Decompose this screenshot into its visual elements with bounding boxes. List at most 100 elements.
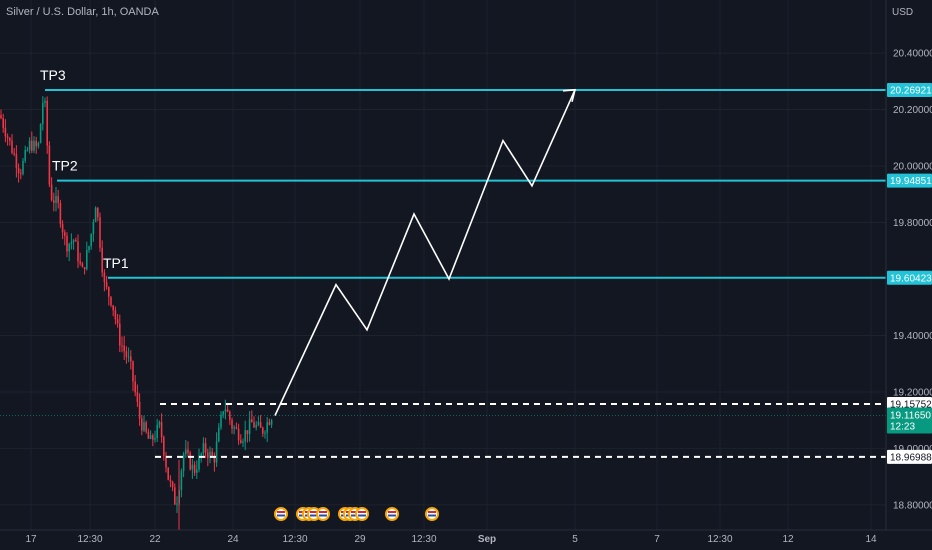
candle-body bbox=[66, 235, 68, 252]
candle-body bbox=[125, 351, 128, 357]
grid bbox=[0, 0, 886, 530]
candle-body bbox=[39, 124, 42, 143]
price-axis[interactable]: 20.40000 20.20000 20.00000 19.80000 19.40000… bbox=[885, 0, 932, 550]
x-tick-label: 24 bbox=[227, 534, 239, 545]
candle-body bbox=[116, 319, 119, 324]
candle-body bbox=[26, 150, 29, 152]
candle-body bbox=[158, 422, 161, 425]
candle-body bbox=[167, 467, 169, 480]
candle-body bbox=[266, 422, 268, 433]
countdown-label: 12:23 bbox=[890, 422, 915, 433]
projection-arrowhead bbox=[562, 88, 577, 102]
candle-body bbox=[108, 287, 110, 297]
price-tag-label: 18.96988 bbox=[890, 452, 932, 463]
time-axis[interactable]: 17 12:30 22 24 12:30 29 12:30 Sep 5 7 12:30 12 14 bbox=[0, 529, 932, 550]
candle-body bbox=[86, 250, 88, 270]
x-tick-label: 12 bbox=[782, 534, 794, 545]
y-tick-label: 20.40000 bbox=[893, 49, 932, 60]
candle-body bbox=[37, 142, 40, 147]
price-tag-bg bbox=[887, 173, 932, 188]
event-marker-icon[interactable] bbox=[316, 507, 330, 521]
candle-body bbox=[13, 152, 15, 155]
event-marker-icon[interactable] bbox=[274, 507, 288, 521]
candle-body bbox=[191, 464, 194, 470]
event-marker-icon[interactable] bbox=[385, 507, 399, 521]
candle-body bbox=[160, 422, 163, 438]
candle-body bbox=[154, 438, 156, 440]
level-name-tp1: TP1 bbox=[103, 255, 129, 271]
candle-body bbox=[6, 136, 9, 138]
candle-body bbox=[196, 469, 198, 473]
candle-body bbox=[143, 422, 145, 431]
candle-body bbox=[182, 454, 185, 471]
price-tag-label: 19.94851 bbox=[890, 176, 932, 187]
candle-body bbox=[259, 422, 262, 428]
candle-body bbox=[24, 150, 26, 161]
candle-body bbox=[156, 424, 158, 439]
current-price-label: 19.11650 bbox=[890, 411, 931, 422]
candle-body bbox=[231, 420, 233, 429]
x-tick-label: 22 bbox=[149, 534, 161, 545]
candle-body bbox=[53, 200, 55, 203]
y-tick-label: 20.20000 bbox=[893, 105, 932, 116]
candle-body bbox=[222, 411, 224, 415]
candle-body bbox=[213, 456, 216, 463]
y-tick-label: 19.20000 bbox=[893, 387, 932, 398]
candle-body bbox=[77, 241, 79, 262]
x-tick-label: 12:30 bbox=[411, 534, 436, 545]
y-tick-label: 19.80000 bbox=[893, 218, 932, 229]
candle-body bbox=[209, 451, 211, 459]
x-tick-label: 5 bbox=[572, 534, 578, 545]
candle-body bbox=[31, 140, 33, 151]
candle-body bbox=[242, 441, 244, 443]
candle-body bbox=[33, 140, 35, 151]
event-marker-icon[interactable] bbox=[355, 507, 369, 521]
event-markers[interactable] bbox=[274, 507, 439, 521]
candle-body bbox=[215, 441, 218, 463]
candle-body bbox=[119, 323, 121, 346]
candle-body bbox=[136, 392, 139, 402]
candle-body bbox=[240, 440, 242, 443]
price-tag-label: 19.15752 bbox=[890, 399, 932, 410]
x-tick-label: 29 bbox=[354, 534, 366, 545]
candle-body bbox=[92, 222, 95, 234]
price-tag-bg bbox=[887, 449, 932, 464]
y-tick-label: 19.00000 bbox=[893, 444, 932, 455]
x-tick-label: 7 bbox=[654, 534, 660, 545]
candle-body bbox=[176, 503, 178, 505]
candle-body bbox=[200, 453, 202, 456]
candle-body bbox=[235, 427, 238, 429]
candle-body bbox=[127, 356, 130, 358]
candle-body bbox=[132, 361, 134, 382]
projection-path bbox=[274, 88, 577, 416]
candle-body bbox=[262, 427, 264, 434]
candle-body bbox=[105, 282, 108, 288]
candle-body bbox=[83, 267, 86, 270]
candle-body bbox=[97, 207, 99, 218]
candle-body bbox=[237, 428, 240, 441]
candle-body bbox=[75, 240, 77, 242]
candle-body bbox=[149, 435, 152, 439]
price-tag-label: 20.26921 bbox=[890, 86, 932, 97]
y-tick-label: 19.40000 bbox=[893, 331, 932, 342]
candle-body bbox=[204, 443, 207, 453]
event-marker-icon[interactable] bbox=[425, 507, 439, 521]
currency-label: USD bbox=[892, 7, 913, 18]
candle-body bbox=[121, 345, 123, 347]
candle-body bbox=[130, 356, 132, 362]
x-tick-label: 12:30 bbox=[282, 534, 307, 545]
candle-body bbox=[17, 167, 20, 174]
candle-body bbox=[141, 418, 143, 431]
candle-body bbox=[174, 487, 176, 505]
level-name-tp2: TP2 bbox=[52, 158, 78, 174]
candle-body bbox=[220, 414, 222, 428]
candle-body bbox=[268, 422, 271, 425]
candle-body bbox=[46, 100, 48, 146]
price-tag-bg bbox=[887, 396, 932, 411]
candle-body bbox=[70, 241, 73, 244]
candle-body bbox=[20, 173, 22, 175]
candle-body bbox=[79, 261, 81, 264]
candle-body bbox=[72, 240, 75, 242]
